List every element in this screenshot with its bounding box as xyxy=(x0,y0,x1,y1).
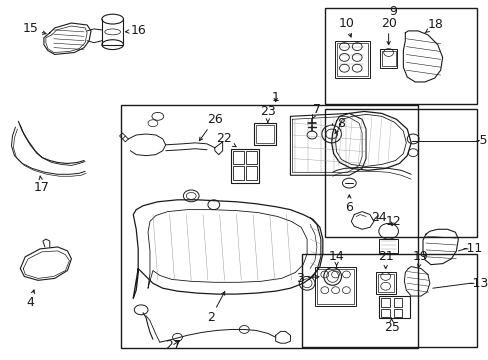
Text: 9: 9 xyxy=(389,5,397,18)
Bar xyxy=(256,125,273,143)
Text: 16: 16 xyxy=(125,24,146,37)
Text: 26: 26 xyxy=(199,113,222,141)
Bar xyxy=(233,166,244,180)
Text: 25: 25 xyxy=(383,318,399,334)
Bar xyxy=(381,50,395,66)
Bar xyxy=(380,298,389,307)
Bar xyxy=(380,309,389,317)
Text: 19: 19 xyxy=(412,250,428,268)
Bar xyxy=(314,267,355,306)
Bar xyxy=(378,239,398,253)
Text: 12: 12 xyxy=(385,215,401,228)
Bar xyxy=(336,43,367,76)
Bar xyxy=(324,109,476,237)
Bar xyxy=(393,298,402,307)
Text: 8: 8 xyxy=(334,117,345,134)
Text: 27: 27 xyxy=(164,339,180,352)
Text: -5: -5 xyxy=(475,134,487,147)
Text: 21: 21 xyxy=(377,250,393,269)
Bar xyxy=(254,123,275,145)
Bar xyxy=(393,309,402,317)
Text: 24: 24 xyxy=(370,211,386,224)
Text: 10: 10 xyxy=(338,17,354,37)
Bar xyxy=(233,151,244,165)
Bar xyxy=(316,269,353,304)
Text: 6: 6 xyxy=(345,195,352,214)
Bar xyxy=(246,151,257,165)
Bar xyxy=(377,274,393,292)
Bar xyxy=(302,254,476,347)
Text: 20: 20 xyxy=(380,17,396,45)
Text: 14: 14 xyxy=(328,250,344,266)
Text: 18: 18 xyxy=(424,18,443,33)
Bar xyxy=(324,8,476,104)
Bar xyxy=(378,296,409,318)
Text: 17: 17 xyxy=(34,176,50,194)
Bar xyxy=(375,273,395,294)
Text: 22: 22 xyxy=(215,132,236,147)
Bar xyxy=(231,149,259,183)
Bar xyxy=(120,104,417,348)
Bar xyxy=(379,49,397,68)
Text: 4: 4 xyxy=(26,290,35,310)
Text: -11: -11 xyxy=(461,242,481,255)
Bar xyxy=(334,41,369,78)
Text: 2: 2 xyxy=(206,292,224,324)
Text: 1: 1 xyxy=(271,91,279,104)
Text: 7: 7 xyxy=(312,103,320,119)
Text: 23: 23 xyxy=(260,105,275,122)
Text: 3: 3 xyxy=(296,272,318,285)
Text: 15: 15 xyxy=(22,22,46,35)
Text: -13: -13 xyxy=(468,277,488,290)
Bar xyxy=(246,166,257,180)
